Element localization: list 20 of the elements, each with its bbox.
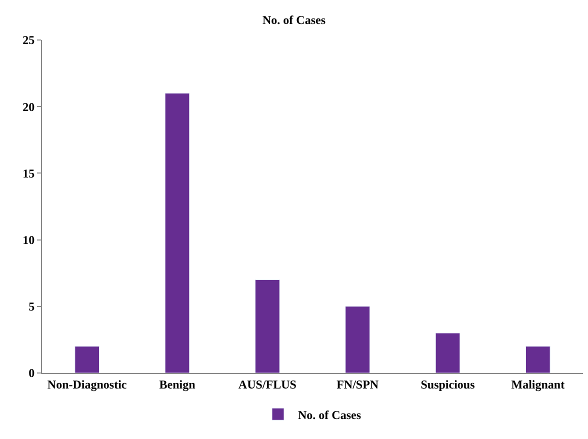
bar xyxy=(254,280,280,373)
x-tick-label: FN/SPN xyxy=(336,377,379,392)
chart-title: No. of Cases xyxy=(262,12,326,27)
y-tick-label: 5 xyxy=(28,300,35,314)
x-tick-label: AUS/FLUS xyxy=(238,377,297,392)
y-tick-label: 10 xyxy=(22,233,35,247)
legend-label: No. of Cases xyxy=(298,408,362,422)
y-tick-label: 20 xyxy=(22,100,35,114)
bar xyxy=(435,332,460,373)
x-tick-label: Suspicious xyxy=(420,377,476,392)
bar xyxy=(345,306,370,373)
bar xyxy=(164,93,190,373)
y-tick-label: 15 xyxy=(22,166,35,180)
y-tick-label: 0 xyxy=(28,366,35,380)
x-tick-label: Benign xyxy=(159,377,196,392)
bar xyxy=(74,346,100,373)
y-tick-label: 25 xyxy=(22,33,35,48)
bar xyxy=(525,346,550,373)
x-tick-label: Non-Diagnostic xyxy=(47,377,128,392)
x-tick-label: Malignant xyxy=(511,377,565,392)
